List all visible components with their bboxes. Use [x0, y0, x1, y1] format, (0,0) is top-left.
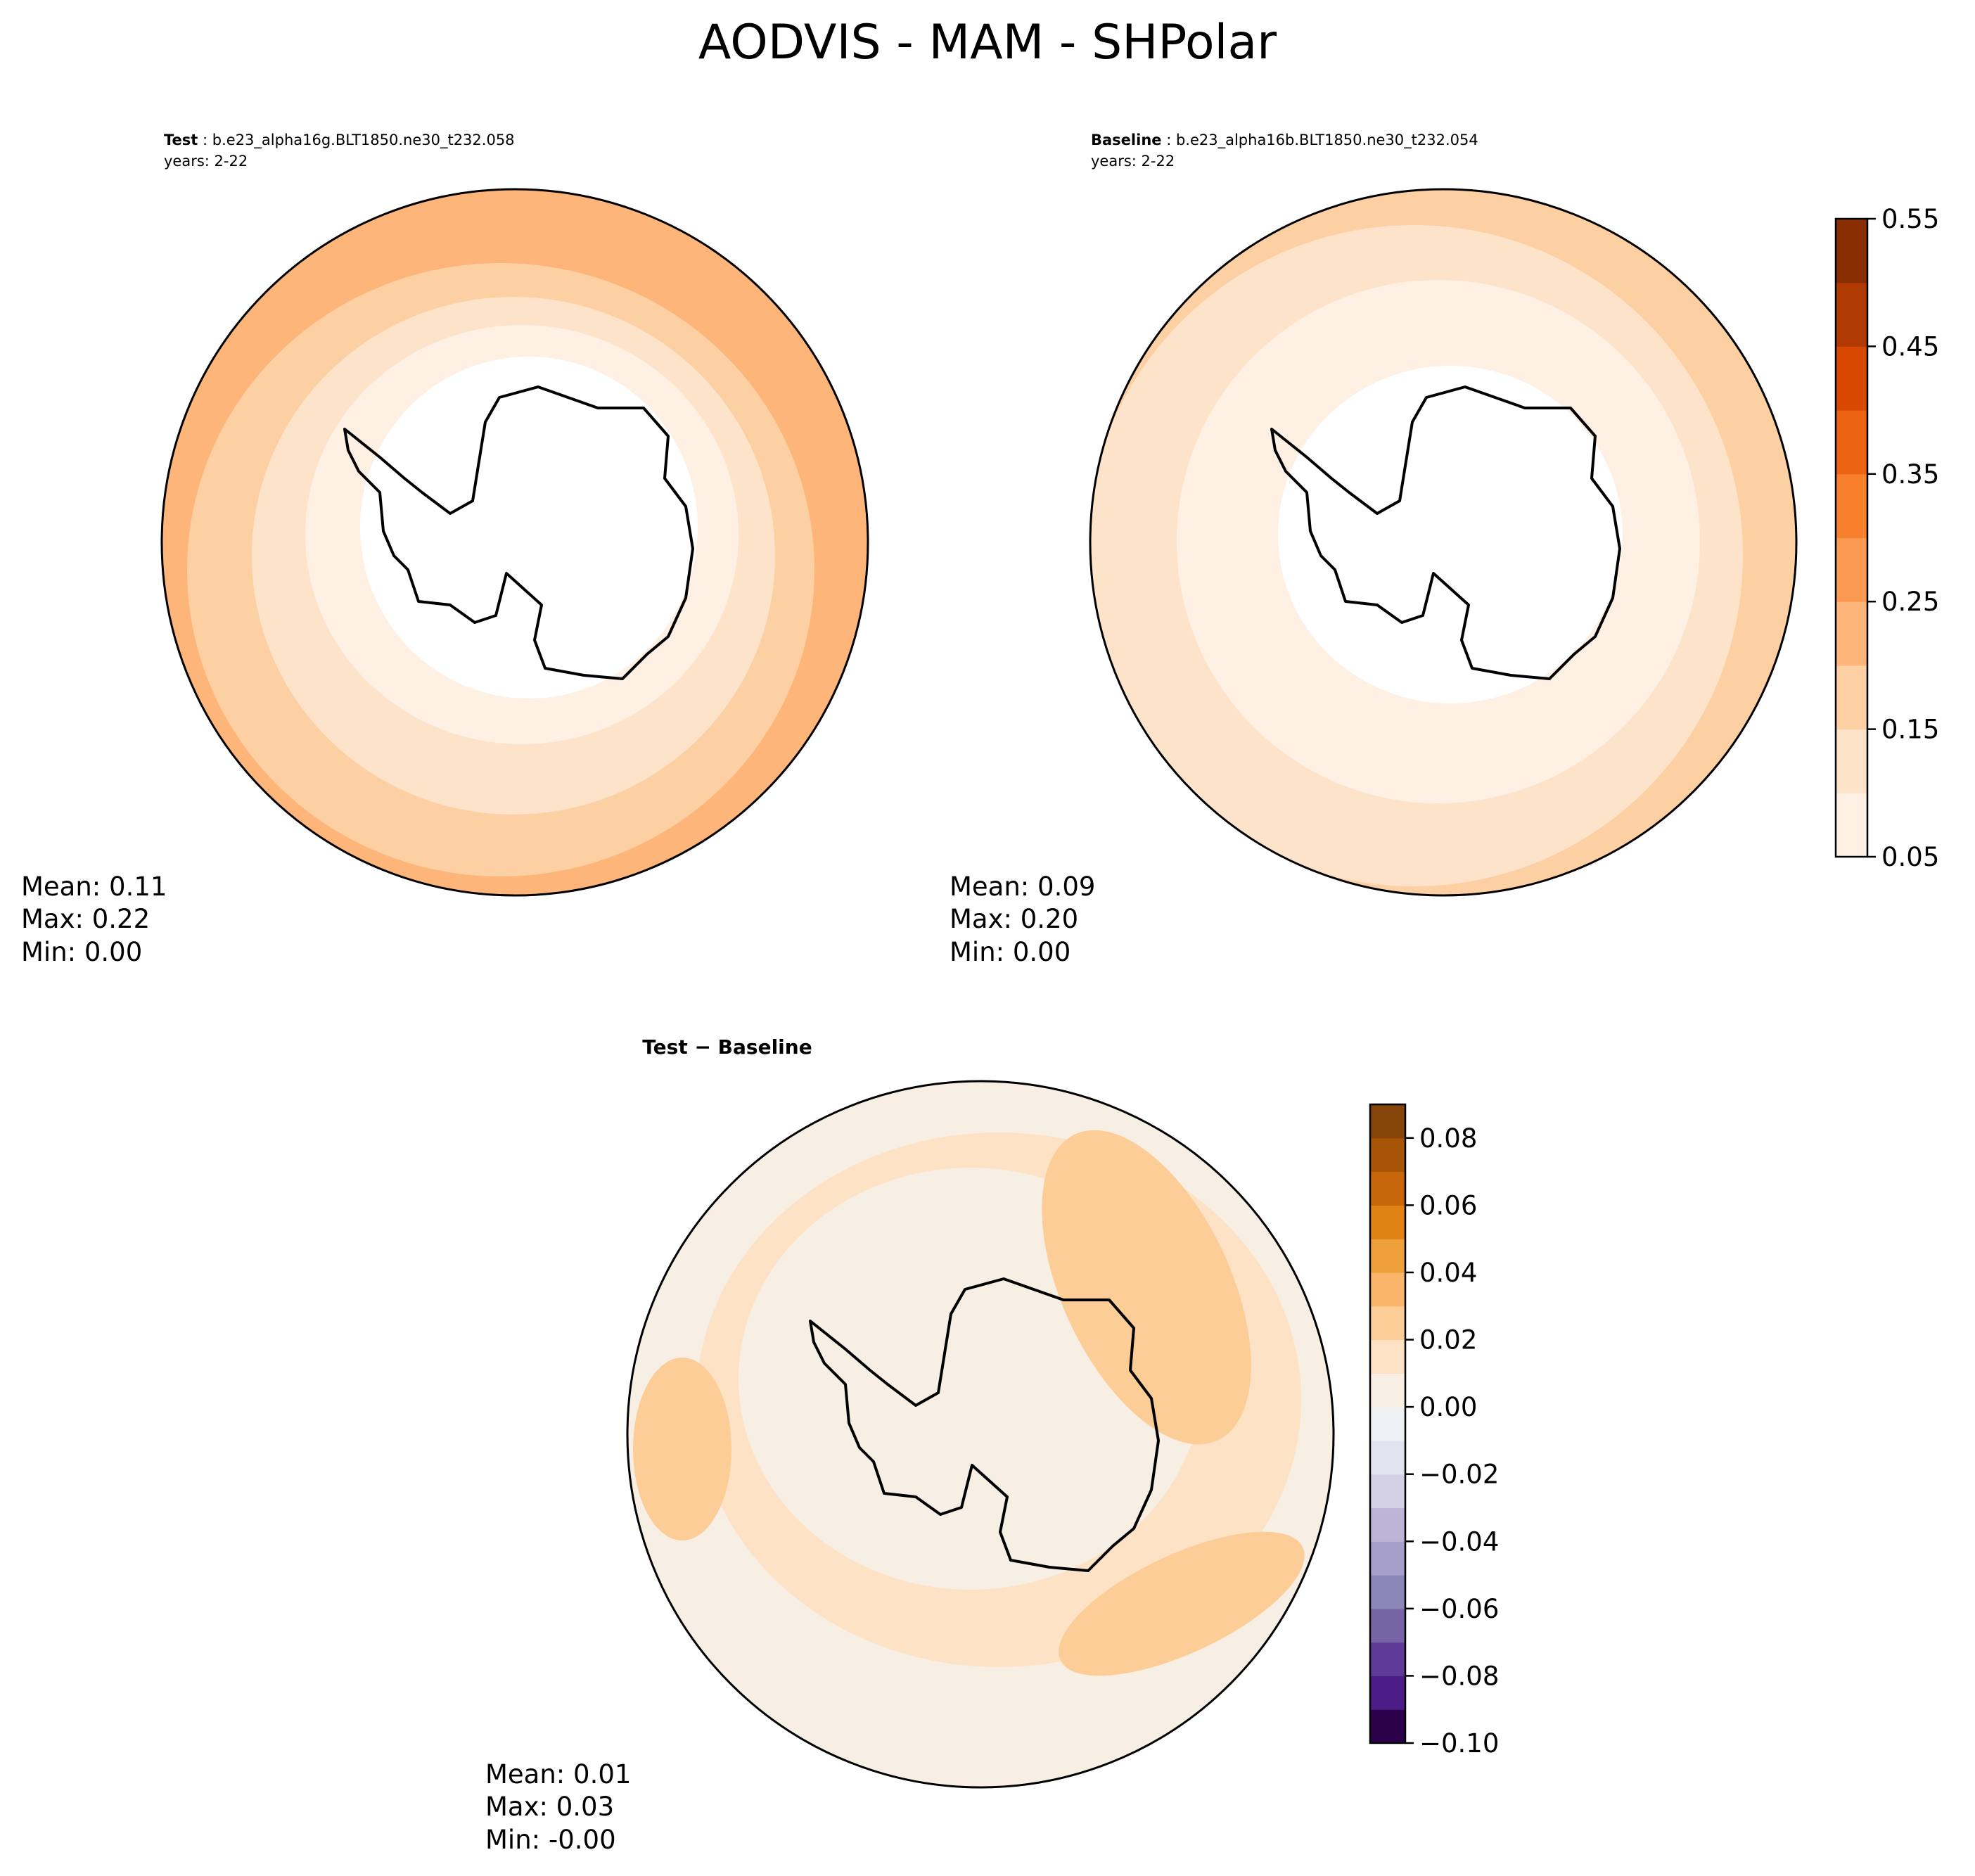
colorbar-difference-segment: [1370, 1575, 1405, 1609]
colorbar-difference-segment: [1370, 1272, 1405, 1307]
panel-baseline: Baseline : b.e23_alpha16b.BLT1850.ne30_t…: [950, 132, 1798, 967]
colorbar-difference-segment: [1370, 1407, 1405, 1441]
colorbar-absolute-segment: [1836, 410, 1867, 475]
colorbar-absolute-tick-label: 0.25: [1881, 587, 1939, 617]
colorbar-difference-segment: [1370, 1676, 1405, 1710]
colorbar-difference-tick-label: −0.08: [1419, 1661, 1499, 1691]
panel-difference-mean: Mean: 0.01: [485, 1759, 631, 1789]
colorbar-absolute-segment: [1836, 346, 1867, 411]
colorbar-difference-segment: [1370, 1239, 1405, 1273]
panel-difference-label: Test − Baseline: [642, 1035, 812, 1059]
panel-test-header: Test : b.e23_alpha16g.BLT1850.ne30_t232.…: [164, 132, 515, 149]
panel-baseline-mean: Mean: 0.09: [950, 872, 1095, 902]
colorbar-absolute-segment: [1836, 601, 1867, 666]
colorbar-absolute-segment: [1836, 282, 1867, 347]
colorbar-difference-segment: [1370, 1205, 1405, 1239]
panel-test-max: Max: 0.22: [21, 904, 150, 934]
colorbar-difference-segment: [1370, 1474, 1405, 1509]
map-difference: [627, 1081, 1334, 1787]
colorbar-difference-segment: [1370, 1373, 1405, 1408]
map-test-antarctica-coast: [343, 385, 694, 680]
colorbar-absolute-segment: [1836, 793, 1867, 857]
map-test-interior: [360, 357, 698, 698]
colorbar-absolute-tick-label: 0.45: [1881, 331, 1939, 362]
figure-title: AODVIS - MAM - SHPolar: [698, 15, 1277, 70]
colorbar-difference-segment: [1370, 1104, 1405, 1139]
map-baseline-interior: [1278, 366, 1623, 703]
panel-baseline-min: Min: 0.00: [950, 937, 1070, 967]
colorbar-absolute-tick-label: 0.55: [1881, 204, 1939, 234]
panel-difference: Test − Baseline Mean: 0.01 Max: 0.03 Min…: [485, 1035, 1335, 1855]
colorbar-difference-tick-label: −0.10: [1419, 1728, 1499, 1759]
map-test-boundary: [160, 188, 869, 897]
map-test: [162, 189, 868, 895]
colorbar-absolute-segment: [1836, 219, 1867, 283]
panel-test-years: years: 2-22: [164, 153, 248, 170]
colorbar-absolute-segment: [1836, 729, 1867, 793]
panel-baseline-max: Max: 0.20: [950, 904, 1078, 934]
colorbar-difference-segment: [1370, 1306, 1405, 1341]
colorbar-difference-segment: [1370, 1137, 1405, 1173]
colorbar-difference-tick-label: −0.02: [1419, 1460, 1499, 1490]
panel-test-min: Min: 0.00: [21, 937, 142, 967]
panel-test-case: b.e23_alpha16g.BLT1850.ne30_t232.058: [212, 132, 515, 149]
colorbar-absolute-tick-label: 0.35: [1881, 459, 1939, 490]
colorbar-difference-tick-label: −0.06: [1419, 1594, 1499, 1624]
colorbar-difference-segment: [1370, 1171, 1405, 1206]
colorbar-absolute-segment: [1836, 537, 1867, 602]
panel-test-mean: Mean: 0.11: [21, 872, 167, 902]
colorbar-absolute: 0.05 0.15 0.25 0.35 0.45 0.55: [1834, 204, 1939, 872]
panel-test-label: Test: [164, 132, 198, 148]
colorbar-difference-tick-label: 0.06: [1419, 1190, 1477, 1220]
map-difference-band-4: [1059, 1531, 1305, 1676]
colorbar-difference-tick-label: 0.02: [1419, 1325, 1477, 1355]
panel-baseline-years: years: 2-22: [1091, 153, 1175, 170]
panel-baseline-case: b.e23_alpha16b.BLT1850.ne30_t232.054: [1176, 132, 1478, 149]
colorbar-difference-tick-label: 0.08: [1419, 1123, 1477, 1154]
colorbar-absolute-segment: [1836, 473, 1867, 539]
map-difference-band-3: [1042, 1130, 1251, 1445]
colorbar-difference-segment: [1370, 1709, 1405, 1744]
colorbar-difference-segment: [1370, 1608, 1405, 1643]
panel-difference-max: Max: 0.03: [485, 1792, 614, 1822]
colorbar-absolute-segment: [1836, 665, 1867, 730]
colorbar-difference-segment: [1370, 1642, 1405, 1677]
colorbar-difference-frame: [1369, 1103, 1407, 1744]
colorbar-difference-tick-label: −0.04: [1419, 1526, 1499, 1557]
panel-baseline-label: Baseline: [1091, 132, 1162, 148]
map-baseline-boundary: [1089, 188, 1798, 897]
panel-difference-min: Min: -0.00: [485, 1825, 616, 1855]
map-difference-band-5: [633, 1358, 731, 1540]
colorbar-difference-tick-label: 0.04: [1419, 1258, 1477, 1288]
colorbar-difference-segment: [1370, 1440, 1405, 1475]
colorbar-absolute-tick-label: 0.15: [1881, 715, 1939, 745]
colorbar-difference: −0.10 −0.08 −0.06 −0.04 −0.02 0.00 0.02 0.04 0.0…: [1369, 1103, 1499, 1759]
map-baseline: [1090, 189, 1796, 895]
map-difference-boundary: [626, 1080, 1335, 1789]
colorbar-difference-segment: [1370, 1507, 1405, 1542]
colorbar-absolute-frame: [1834, 217, 1869, 858]
colorbar-absolute-tick-label: 0.05: [1881, 842, 1939, 872]
colorbar-difference-tick-label: 0.00: [1419, 1392, 1477, 1422]
colorbar-difference-segment: [1370, 1339, 1405, 1374]
panel-test: Test : b.e23_alpha16g.BLT1850.ne30_t232.…: [21, 132, 869, 967]
colorbar-difference-segment: [1370, 1541, 1405, 1576]
panel-baseline-header: Baseline : b.e23_alpha16b.BLT1850.ne30_t…: [1091, 132, 1478, 149]
